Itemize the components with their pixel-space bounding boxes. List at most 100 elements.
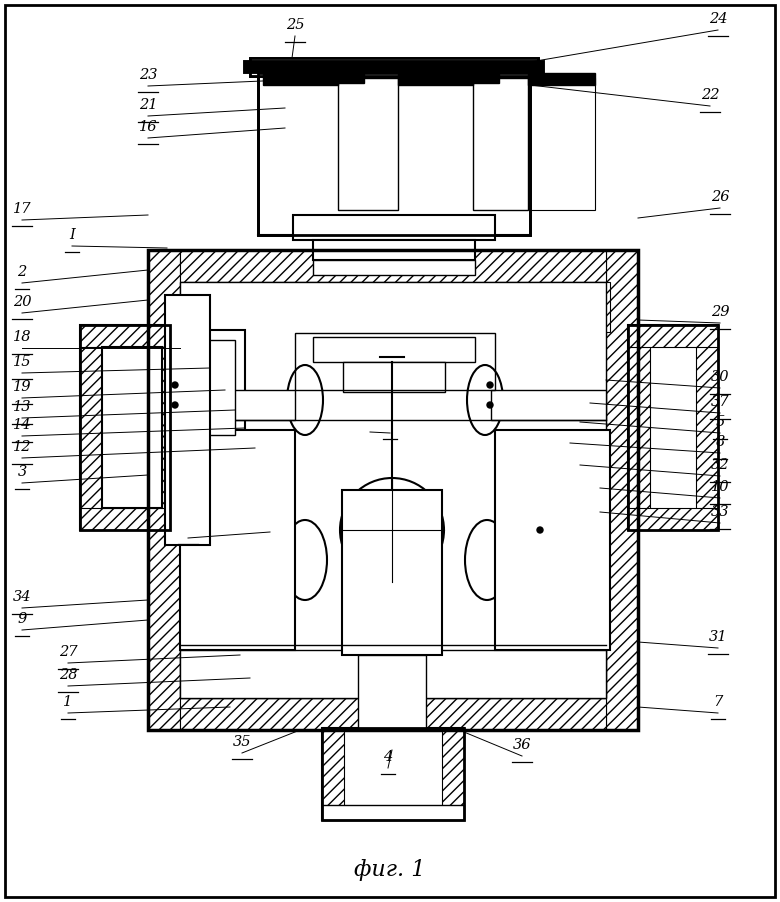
Text: 22: 22	[700, 88, 719, 102]
Bar	[628, 508, 718, 530]
Bar	[313, 337, 475, 362]
Bar	[398, 73, 473, 85]
Bar	[295, 333, 495, 390]
Circle shape	[537, 527, 543, 533]
Text: 4: 4	[384, 750, 392, 764]
Text: 31: 31	[709, 630, 727, 644]
Bar	[442, 728, 464, 820]
Bar	[398, 78, 473, 210]
Text: 32: 32	[711, 458, 729, 472]
Bar	[80, 508, 170, 530]
Circle shape	[172, 402, 178, 408]
Bar	[495, 282, 610, 332]
Bar	[358, 655, 426, 730]
Text: 13: 13	[12, 400, 31, 414]
Circle shape	[487, 382, 493, 388]
Bar	[180, 698, 606, 730]
Bar	[606, 250, 638, 730]
Bar	[258, 73, 530, 235]
Text: 36: 36	[512, 738, 531, 752]
Bar	[295, 282, 450, 332]
Text: 7: 7	[714, 695, 722, 709]
Text: 23: 23	[139, 68, 158, 82]
Bar	[263, 73, 338, 85]
Bar	[322, 728, 464, 820]
Bar	[148, 250, 638, 730]
Bar	[80, 325, 170, 347]
Bar	[495, 430, 610, 650]
Bar	[250, 58, 538, 76]
Text: 1: 1	[63, 695, 73, 709]
Text: 9: 9	[17, 612, 27, 626]
Bar	[180, 650, 606, 698]
Text: 28: 28	[58, 668, 77, 682]
Text: 14: 14	[12, 418, 31, 432]
Bar	[148, 250, 638, 730]
Text: 37: 37	[711, 395, 729, 409]
Bar	[293, 215, 495, 240]
Bar	[491, 390, 606, 420]
Text: 30: 30	[711, 370, 729, 384]
Ellipse shape	[467, 365, 503, 435]
Bar	[148, 325, 170, 530]
Bar	[313, 240, 475, 260]
Text: 11: 11	[179, 520, 197, 534]
Bar	[180, 282, 606, 337]
Circle shape	[487, 402, 493, 408]
Text: 24: 24	[709, 12, 727, 26]
Text: фиг. 1: фиг. 1	[354, 859, 426, 881]
Bar	[180, 282, 606, 698]
Bar	[338, 78, 398, 210]
Bar	[80, 325, 170, 530]
Bar	[258, 73, 530, 235]
Text: 18: 18	[12, 330, 31, 344]
Ellipse shape	[283, 520, 327, 600]
Text: 20: 20	[12, 295, 31, 309]
Text: 35: 35	[232, 735, 251, 749]
Bar	[165, 295, 210, 545]
Text: 16: 16	[139, 120, 158, 134]
Bar	[80, 325, 102, 530]
Bar	[628, 325, 718, 347]
Text: 19: 19	[12, 380, 31, 394]
Bar	[180, 282, 295, 332]
Text: 33: 33	[711, 505, 729, 519]
Ellipse shape	[465, 520, 509, 600]
Bar	[528, 78, 595, 210]
Text: 8: 8	[715, 435, 725, 449]
Bar	[322, 728, 464, 820]
Bar	[180, 430, 295, 650]
Bar	[295, 333, 495, 390]
Bar	[102, 347, 162, 508]
Bar	[180, 250, 606, 282]
Text: 6: 6	[385, 415, 395, 429]
Bar	[473, 78, 528, 210]
Text: 27: 27	[58, 645, 77, 659]
Bar	[528, 73, 595, 85]
Text: 3: 3	[17, 465, 27, 479]
Bar	[343, 362, 445, 392]
Bar	[180, 330, 245, 450]
Bar	[338, 73, 364, 83]
Text: 17: 17	[12, 202, 31, 216]
Text: 26: 26	[711, 190, 729, 204]
Bar	[250, 58, 538, 76]
Bar	[185, 340, 235, 435]
Bar	[473, 73, 499, 83]
Text: 2: 2	[17, 265, 27, 279]
Text: 5: 5	[715, 415, 725, 429]
Bar	[322, 728, 344, 820]
Bar	[628, 325, 718, 530]
Bar	[148, 250, 180, 730]
Text: 12: 12	[12, 440, 31, 454]
Bar	[263, 78, 338, 210]
Bar	[628, 325, 718, 530]
Text: 10: 10	[711, 480, 729, 494]
Circle shape	[172, 382, 178, 388]
Text: 34: 34	[12, 590, 31, 604]
Bar	[313, 260, 475, 275]
Bar	[180, 390, 295, 420]
Text: I: I	[69, 228, 75, 242]
Bar	[696, 325, 718, 530]
Text: 15: 15	[12, 355, 31, 369]
